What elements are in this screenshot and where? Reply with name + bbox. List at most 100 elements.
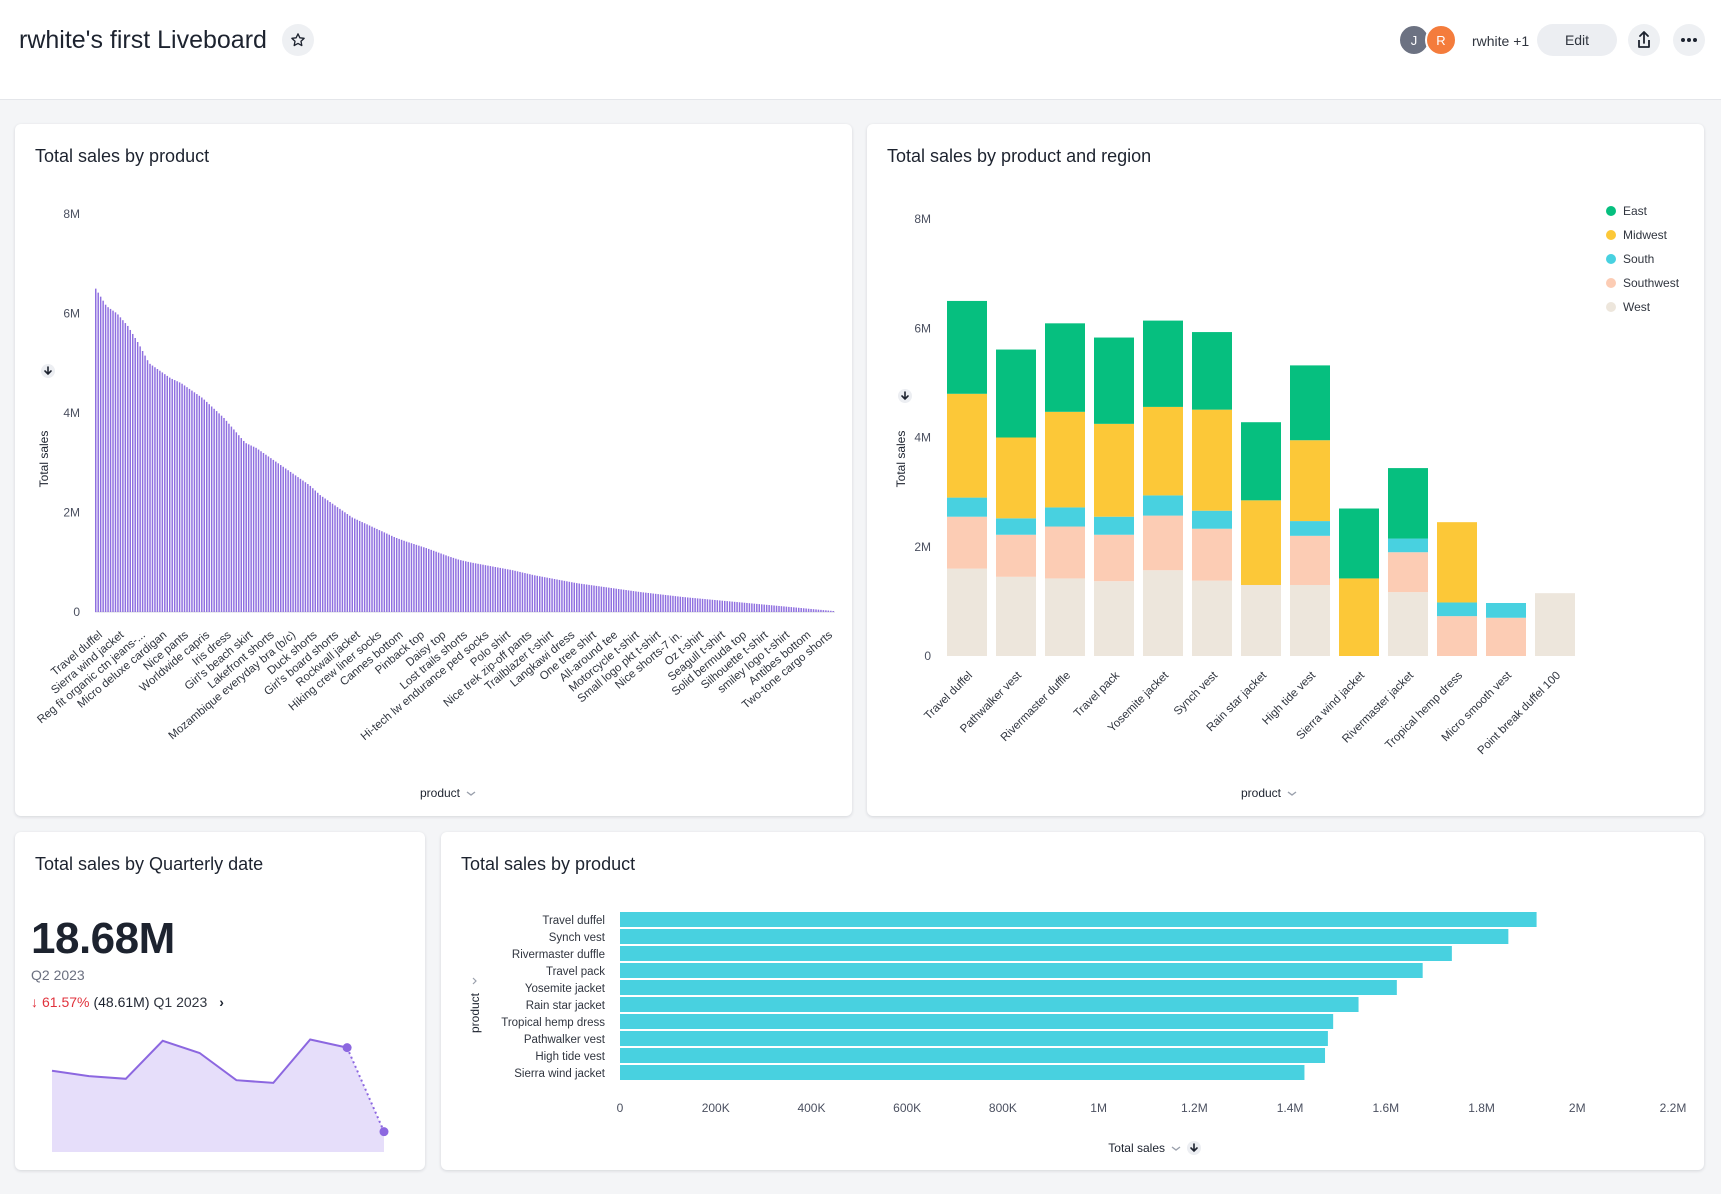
bar: [765, 604, 768, 612]
y-tick-label: Travel duffel: [542, 915, 605, 927]
bar: [620, 912, 1537, 927]
y-axis-title: product: [468, 992, 482, 1033]
bar-segment: [1437, 616, 1477, 656]
bar: [795, 607, 798, 612]
bar: [652, 593, 654, 612]
bar-segment: [1143, 406, 1183, 496]
favorite-button[interactable]: [282, 24, 314, 56]
bar: [593, 585, 595, 612]
bar: [398, 538, 400, 612]
bar: [183, 385, 186, 612]
chevron-down-icon: [466, 791, 476, 796]
bar: [299, 478, 302, 612]
bar: [815, 609, 817, 612]
y-tick-label: Sierra wind jacket: [514, 1068, 606, 1080]
more-icon: [1681, 38, 1697, 42]
bar: [615, 588, 617, 612]
bar: [99, 296, 102, 612]
y-tick-label: Rain star jacket: [526, 1000, 606, 1012]
more-options-button[interactable]: [1673, 24, 1705, 56]
bar: [672, 595, 674, 612]
bar: [529, 574, 531, 612]
bar: [171, 378, 173, 612]
bar: [462, 560, 465, 612]
sort-icon: [901, 391, 909, 401]
bar: [571, 582, 573, 612]
x-tick-label: 1.2M: [1181, 1101, 1208, 1115]
avatar-j[interactable]: J: [1398, 24, 1430, 56]
bar-segment: [1192, 332, 1232, 410]
card-sales-by-product[interactable]: Total sales by product 0 2M 4M 6M 8M Travel d…: [15, 124, 852, 816]
bar: [519, 571, 521, 612]
bar: [442, 554, 445, 612]
bar-segment: [1045, 526, 1085, 579]
bar: [430, 549, 432, 612]
bar: [657, 594, 659, 612]
bar: [383, 532, 386, 612]
kpi-compare-value: (48.61M): [93, 994, 150, 1010]
y-tick-label: 0: [73, 605, 80, 619]
card-title: Total sales by product: [461, 854, 636, 874]
legend-label: South: [1623, 252, 1654, 266]
card-sales-by-quarter[interactable]: Total sales by Quarterly date 18.68M Q2 …: [15, 832, 425, 1170]
bar: [642, 592, 645, 612]
bar: [381, 531, 383, 612]
bar: [395, 537, 398, 612]
card-sales-by-product-horizontal[interactable]: Total sales by product Travel duffel Sync…: [441, 832, 1704, 1170]
bar-segment: [1388, 592, 1428, 656]
bar: [371, 526, 373, 612]
sparkline-point: [342, 1043, 352, 1053]
bar: [682, 596, 684, 612]
bar: [132, 333, 134, 612]
bar: [679, 596, 682, 612]
bar-segment: [1241, 584, 1281, 656]
card-sales-by-product-region[interactable]: Total sales by product and region 0 2M 4M 6…: [867, 124, 1704, 816]
bar: [129, 329, 132, 612]
x-tick-label: 800K: [989, 1101, 1017, 1115]
edit-button[interactable]: Edit: [1537, 24, 1617, 56]
sparkline-area: [52, 1039, 384, 1152]
bar-segment: [1339, 508, 1379, 579]
bar-segment: [996, 349, 1036, 438]
bar: [756, 603, 758, 612]
bar: [336, 507, 339, 612]
kpi-change[interactable]: ↓ 61.57% (48.61M) Q1 2023 ›: [31, 994, 224, 1010]
bar: [164, 374, 166, 612]
bar: [620, 980, 1397, 995]
bar-segment: [1143, 320, 1183, 407]
bar: [635, 591, 637, 612]
bar: [832, 611, 835, 612]
bar: [386, 533, 388, 612]
bar: [151, 365, 154, 612]
legend-label: East: [1623, 204, 1648, 218]
avatar-r[interactable]: R: [1425, 24, 1457, 56]
bar: [400, 539, 403, 612]
bar: [233, 429, 235, 612]
bar: [188, 388, 191, 612]
bar: [736, 602, 738, 612]
bar: [252, 446, 255, 612]
bar: [541, 576, 543, 612]
bar: [265, 454, 267, 612]
bar: [622, 589, 625, 612]
kpi-compare-period: Q1 2023: [153, 994, 208, 1010]
bar: [820, 609, 822, 612]
bar: [474, 563, 477, 612]
bar: [344, 512, 346, 612]
bar: [255, 447, 257, 612]
chevron-right-icon[interactable]: ›: [219, 994, 224, 1010]
bar: [452, 557, 455, 612]
bar: [161, 372, 164, 612]
share-button[interactable]: [1628, 24, 1660, 56]
bar: [802, 608, 805, 612]
bar: [213, 408, 215, 612]
bar-segment: [1437, 602, 1477, 617]
bar-segment: [1143, 495, 1183, 516]
y-tick-label: 4M: [63, 406, 80, 420]
star-icon: [291, 33, 305, 47]
bar: [600, 586, 603, 612]
owner-label[interactable]: rwhite +1: [1472, 33, 1530, 49]
kpi-change-pct: 61.57%: [42, 994, 90, 1010]
bar: [548, 578, 551, 612]
bar: [810, 608, 812, 612]
